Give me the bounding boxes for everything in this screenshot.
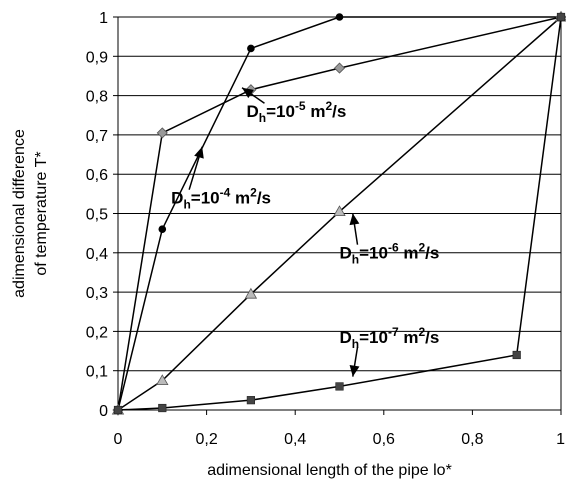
series-square [113, 12, 566, 415]
annotations-group: Dh=10-5 m2/s Dh=10-4 m2/s Dh=10-6 m2/s Dh=1… [171, 87, 440, 377]
data-point [246, 396, 256, 405]
y-tick-label: 0 [99, 403, 108, 420]
series-annotation: Dh=10-6 m2/s [340, 213, 440, 267]
x-tick-label: 0,8 [461, 431, 483, 448]
y-tick-label: 0,4 [86, 246, 108, 263]
y-tick-label: 0,6 [86, 167, 108, 184]
data-point [333, 205, 346, 217]
data-point [156, 127, 168, 139]
y-tick-label: 0,3 [86, 285, 108, 302]
y-tick-labels: 0 0,1 0,2 0,3 0,4 0,5 0,6 0,7 0,8 0,9 1 [86, 10, 118, 420]
data-point [158, 403, 167, 413]
y-axis-label-group: adimensional difference of temperature T… [11, 129, 50, 298]
x-tick-label: 0,6 [373, 431, 395, 448]
y-tick-label: 0,8 [86, 89, 108, 106]
annotation-arrow-head [242, 87, 254, 99]
series-annotation: Dh=10-4 m2/s [171, 146, 271, 212]
y-tick-label: 0,7 [86, 128, 108, 145]
y-axis-label-line-2: of temperature T* [33, 151, 50, 275]
x-tick-label: 0,2 [195, 431, 217, 448]
annotation-label: Dh=10-7 m2/s [340, 325, 440, 351]
series-group [111, 10, 566, 416]
y-tick-label: 0,5 [86, 207, 108, 224]
annotation-arrow-head [194, 146, 204, 159]
series-annotation: Dh=10-7 m2/s [340, 325, 440, 377]
y-tick-label: 0,9 [86, 49, 108, 66]
annotation-label: Dh=10-4 m2/s [171, 186, 271, 212]
x-tick-labels: 0 0,2 0,4 0,6 0,8 1 [114, 410, 565, 448]
x-tick-label: 0 [114, 431, 123, 448]
data-point [113, 405, 123, 415]
y-tick-label: 0,2 [86, 324, 108, 341]
x-axis-label: adimensional length of the pipe lo* [207, 462, 452, 479]
y-tick-label: 1 [99, 10, 108, 27]
series-line [117, 16, 562, 411]
x-tick-label: 0,4 [284, 431, 306, 448]
data-point [156, 374, 169, 386]
data-point [335, 13, 344, 21]
annotation-arrow-head [349, 364, 360, 377]
annotation-arrow-head [349, 213, 360, 226]
data-point [158, 225, 167, 234]
data-point [244, 287, 258, 299]
annotation-label: Dh=10-5 m2/s [246, 99, 346, 125]
data-point [335, 382, 344, 391]
y-tick-label: 0,1 [86, 364, 108, 381]
annotation-label: Dh=10-6 m2/s [340, 241, 440, 267]
data-point [512, 350, 521, 360]
data-point [247, 44, 255, 53]
data-point [556, 12, 566, 22]
series-annotation: Dh=10-5 m2/s [241, 87, 346, 125]
y-axis-label-line-1: adimensional difference [11, 129, 28, 298]
x-tick-label: 1 [556, 431, 565, 448]
data-point [333, 62, 346, 74]
